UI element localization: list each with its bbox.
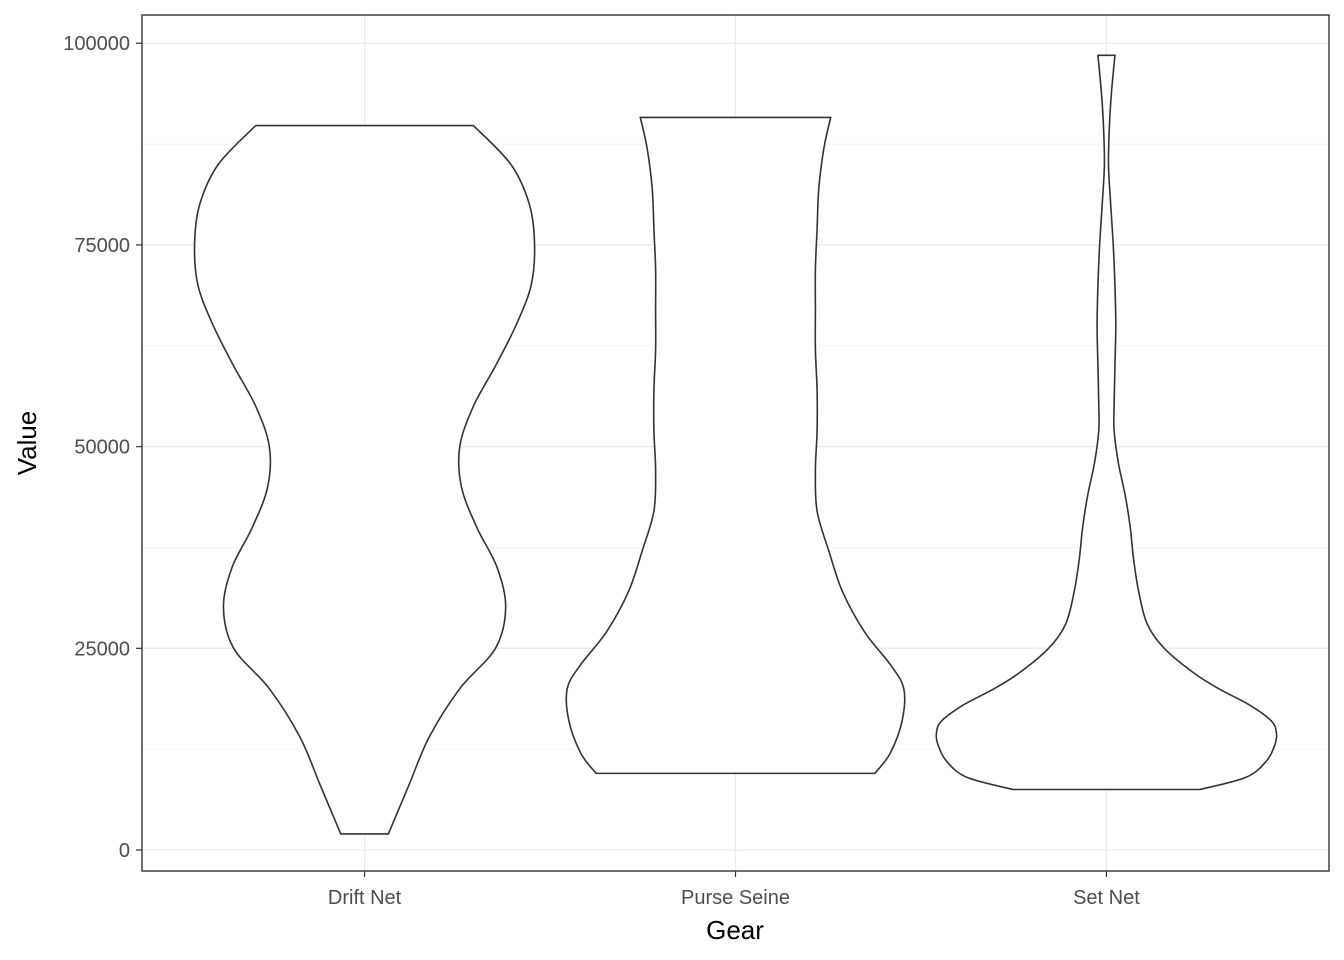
x-tick-label: Drift Net (328, 887, 402, 909)
x-axis-title: Gear (706, 915, 764, 945)
y-tick-label: 100000 (63, 33, 130, 55)
violin-purse-seine (565, 116, 906, 775)
x-tick-label: Set Net (1073, 887, 1140, 909)
violin-set-net (935, 54, 1278, 791)
violins (193, 54, 1278, 835)
y-tick-label: 75000 (74, 235, 130, 257)
y-tick-label: 50000 (74, 437, 130, 459)
y-axis-title: Value (12, 411, 42, 476)
x-axis: Drift Net Purse Seine Set Net (328, 871, 1140, 909)
y-axis: 0 25000 50000 75000 100000 (63, 33, 142, 862)
x-tick-label: Purse Seine (681, 887, 790, 909)
y-tick-label: 0 (119, 840, 130, 862)
violin-drift-net (193, 124, 536, 835)
y-tick-label: 25000 (74, 638, 130, 660)
